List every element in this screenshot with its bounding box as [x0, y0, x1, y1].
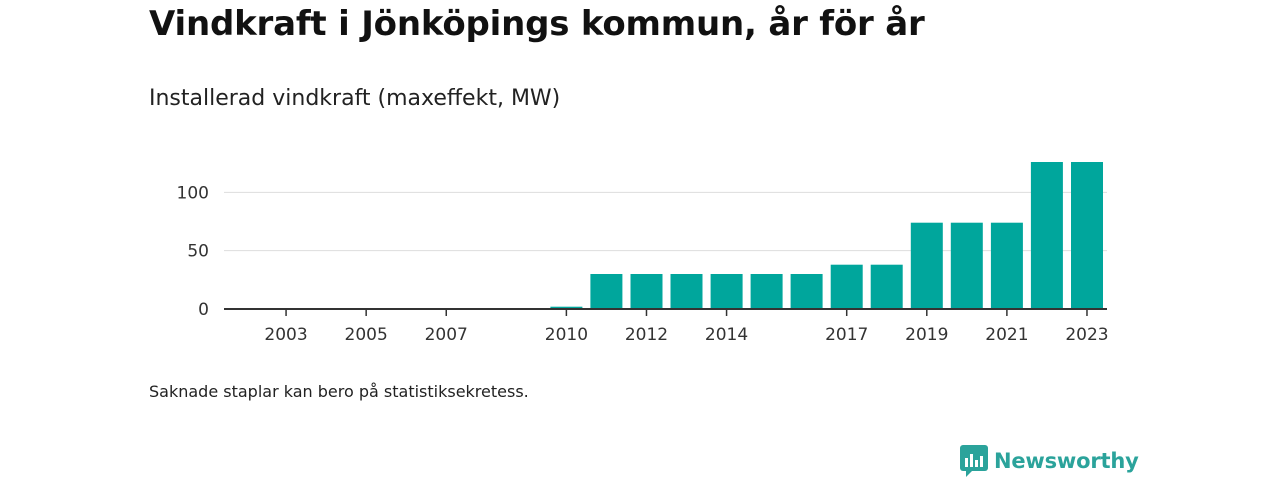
bar-2011	[590, 274, 623, 309]
bar-2012	[630, 274, 663, 309]
x-tick-label: 2010	[545, 325, 588, 345]
bar-2013	[670, 274, 703, 309]
x-tick-label: 2023	[1065, 325, 1108, 345]
y-tick-labels: 0 50 100	[177, 183, 209, 320]
newsworthy-brand[interactable]: Newsworthy	[960, 445, 1139, 477]
bar-2021	[990, 222, 1023, 309]
bar-2019	[910, 222, 943, 309]
newsworthy-logo-icon	[960, 445, 988, 477]
bar-2016	[790, 274, 823, 309]
bar-2020	[950, 222, 983, 309]
chart-subtitle: Installerad vindkraft (maxeffekt, MW)	[149, 86, 561, 111]
bar-2023	[1071, 162, 1103, 309]
bar-2014	[710, 274, 743, 309]
x-tick-label: 2021	[985, 325, 1028, 345]
x-tick-label: 2005	[345, 325, 388, 345]
bar-2022	[1030, 162, 1063, 309]
y-tick-label: 50	[187, 242, 209, 262]
x-tick-label: 2019	[905, 325, 948, 345]
x-tick-labels: 2003 2005 2007 2010 2012 2014 2017 2019 2021 2023	[264, 309, 1109, 345]
footnote: Saknade staplar kan bero på statistiksek…	[149, 382, 529, 401]
y-tick-label: 100	[177, 183, 209, 203]
bar-2010	[550, 306, 583, 309]
x-tick-label: 2017	[825, 325, 868, 345]
brand-name: Newsworthy	[994, 449, 1139, 473]
bar-2017	[830, 264, 863, 309]
y-tick-label: 0	[198, 300, 209, 320]
x-tick-label: 2012	[625, 325, 668, 345]
x-tick-label: 2003	[264, 325, 307, 345]
bar-2018	[870, 264, 903, 309]
chart-title: Vindkraft i Jönköpings kommun, år för år	[149, 4, 925, 44]
x-tick-label: 2007	[425, 325, 468, 345]
bar-2015	[750, 274, 783, 309]
bars	[550, 162, 1103, 309]
x-tick-label: 2014	[705, 325, 748, 345]
